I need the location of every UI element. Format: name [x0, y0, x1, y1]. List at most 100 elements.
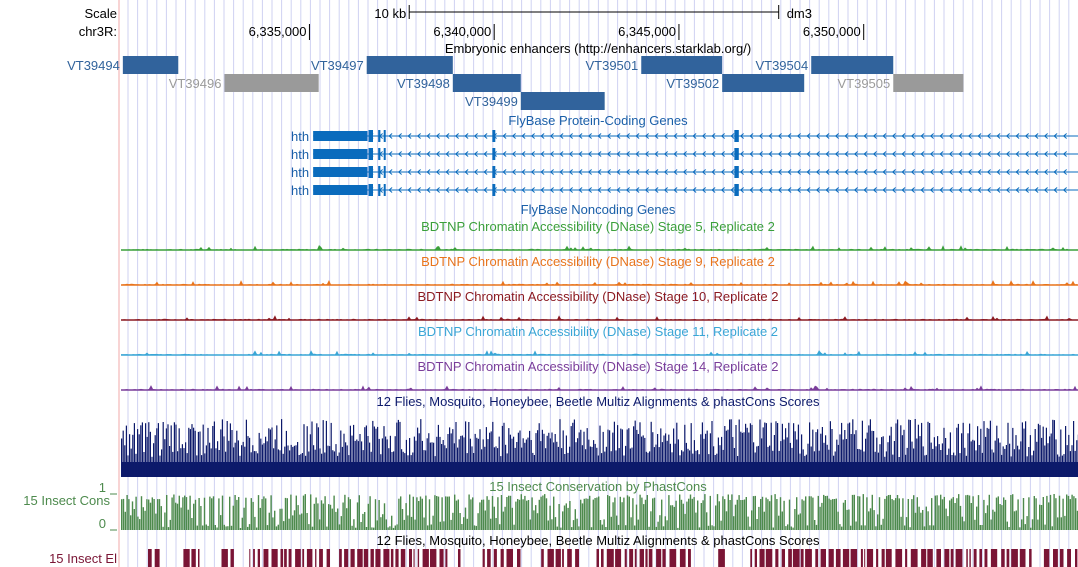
exon[interactable]: [492, 130, 496, 142]
conserved-element[interactable]: [417, 549, 420, 567]
conserved-element[interactable]: [493, 549, 497, 567]
conserved-element[interactable]: [230, 549, 234, 567]
conserved-element[interactable]: [973, 549, 977, 567]
conserved-element[interactable]: [288, 549, 292, 567]
enhancer-label[interactable]: VT39496: [169, 76, 222, 91]
conserved-element[interactable]: [430, 549, 437, 567]
exon[interactable]: [378, 130, 381, 142]
exon[interactable]: [383, 148, 386, 160]
exon[interactable]: [734, 166, 739, 178]
conserved-element[interactable]: [302, 549, 305, 567]
conserved-element[interactable]: [876, 549, 879, 567]
conserved-element[interactable]: [1043, 549, 1050, 567]
conserved-element[interactable]: [910, 549, 918, 567]
conserved-element[interactable]: [800, 549, 804, 567]
conserved-element[interactable]: [280, 549, 284, 567]
conserved-element[interactable]: [754, 549, 757, 567]
conserved-element[interactable]: [295, 549, 301, 567]
conserved-element[interactable]: [842, 549, 850, 567]
conserved-element[interactable]: [885, 549, 892, 567]
exon[interactable]: [492, 166, 496, 178]
enhancer-label[interactable]: VT39505: [837, 76, 890, 91]
exon[interactable]: [313, 185, 368, 195]
conserved-element[interactable]: [936, 549, 941, 567]
enhancer-label[interactable]: VT39501: [585, 58, 638, 73]
conserved-element[interactable]: [648, 549, 653, 567]
transcript-label[interactable]: hth: [291, 147, 309, 162]
conserved-element[interactable]: [271, 549, 278, 567]
exon[interactable]: [734, 130, 739, 142]
conserved-element[interactable]: [688, 549, 691, 567]
dnase-tracks[interactable]: BDTNP Chromatin Accessibility (DNase) St…: [121, 219, 1078, 391]
exon[interactable]: [313, 149, 368, 159]
conserved-element[interactable]: [615, 549, 622, 567]
conserved-element[interactable]: [905, 549, 908, 567]
cons-track[interactable]: [121, 494, 1078, 530]
conserved-element[interactable]: [820, 549, 826, 567]
conserved-element[interactable]: [679, 549, 686, 567]
conserved-element[interactable]: [624, 549, 627, 567]
conserved-element[interactable]: [927, 549, 933, 567]
conserved-element[interactable]: [645, 549, 648, 567]
enhancer-feature[interactable]: [224, 74, 319, 92]
exon[interactable]: [368, 166, 373, 178]
conserved-element[interactable]: [634, 549, 637, 567]
enhancer-label[interactable]: VT39497: [311, 58, 364, 73]
conserved-element[interactable]: [1053, 549, 1058, 567]
conserved-element[interactable]: [984, 549, 988, 567]
dnase-signal-area[interactable]: [121, 245, 1078, 250]
conserved-element[interactable]: [500, 549, 504, 567]
enhancer-feature[interactable]: [641, 56, 723, 74]
conserved-element[interactable]: [350, 549, 355, 567]
enhancer-feature[interactable]: [452, 74, 521, 92]
conserved-element[interactable]: [815, 549, 819, 567]
conserved-element[interactable]: [445, 549, 448, 567]
conserved-element[interactable]: [1075, 549, 1078, 567]
exon[interactable]: [378, 166, 381, 178]
conserved-element[interactable]: [990, 549, 998, 567]
conserved-element[interactable]: [183, 549, 190, 567]
conserved-element[interactable]: [775, 549, 779, 567]
exon[interactable]: [492, 184, 496, 196]
conserved-element[interactable]: [1011, 549, 1018, 567]
conserved-element[interactable]: [792, 549, 800, 567]
conserved-element[interactable]: [1006, 549, 1010, 567]
conserved-element[interactable]: [221, 549, 228, 567]
conserved-element[interactable]: [306, 549, 313, 567]
conserved-element[interactable]: [395, 549, 399, 567]
conserved-element[interactable]: [1019, 549, 1026, 567]
transcript-label[interactable]: hth: [291, 183, 309, 198]
cons-track-label[interactable]: 15 Insect Cons: [23, 493, 110, 508]
enhancer-label[interactable]: VT39504: [755, 58, 808, 73]
enhancer-label[interactable]: VT39498: [397, 76, 450, 91]
conserved-element[interactable]: [363, 549, 369, 567]
conserved-element[interactable]: [850, 549, 858, 567]
enhancer-feature[interactable]: [520, 92, 605, 110]
conserved-element[interactable]: [596, 549, 600, 567]
transcript-label[interactable]: hth: [291, 165, 309, 180]
conserved-element[interactable]: [828, 549, 834, 567]
enhancer-track[interactable]: VT39494VT39496VT39497VT39498VT39499VT395…: [67, 56, 964, 110]
conserved-element[interactable]: [966, 549, 968, 567]
conserved-element[interactable]: [253, 549, 255, 567]
enhancer-label[interactable]: VT39502: [666, 76, 719, 91]
conserved-element[interactable]: [198, 549, 200, 567]
enhancer-feature[interactable]: [122, 56, 179, 74]
multiz-track[interactable]: [121, 419, 1078, 477]
conserved-element[interactable]: [319, 549, 323, 567]
conserved-element[interactable]: [439, 549, 444, 567]
exon[interactable]: [368, 148, 373, 160]
enhancer-feature[interactable]: [722, 74, 805, 92]
conserved-element[interactable]: [788, 549, 792, 567]
conserved-element[interactable]: [422, 549, 429, 567]
enhancer-feature[interactable]: [811, 56, 894, 74]
elements-track[interactable]: [148, 549, 1078, 567]
conserved-element[interactable]: [370, 549, 374, 567]
enhancer-label[interactable]: VT39499: [465, 94, 518, 109]
conserved-element[interactable]: [750, 549, 752, 567]
conserved-element[interactable]: [969, 549, 971, 567]
conserved-element[interactable]: [567, 549, 572, 567]
exon[interactable]: [383, 166, 386, 178]
elements-track-label[interactable]: 15 Insect El: [49, 551, 117, 566]
exon[interactable]: [368, 130, 373, 142]
